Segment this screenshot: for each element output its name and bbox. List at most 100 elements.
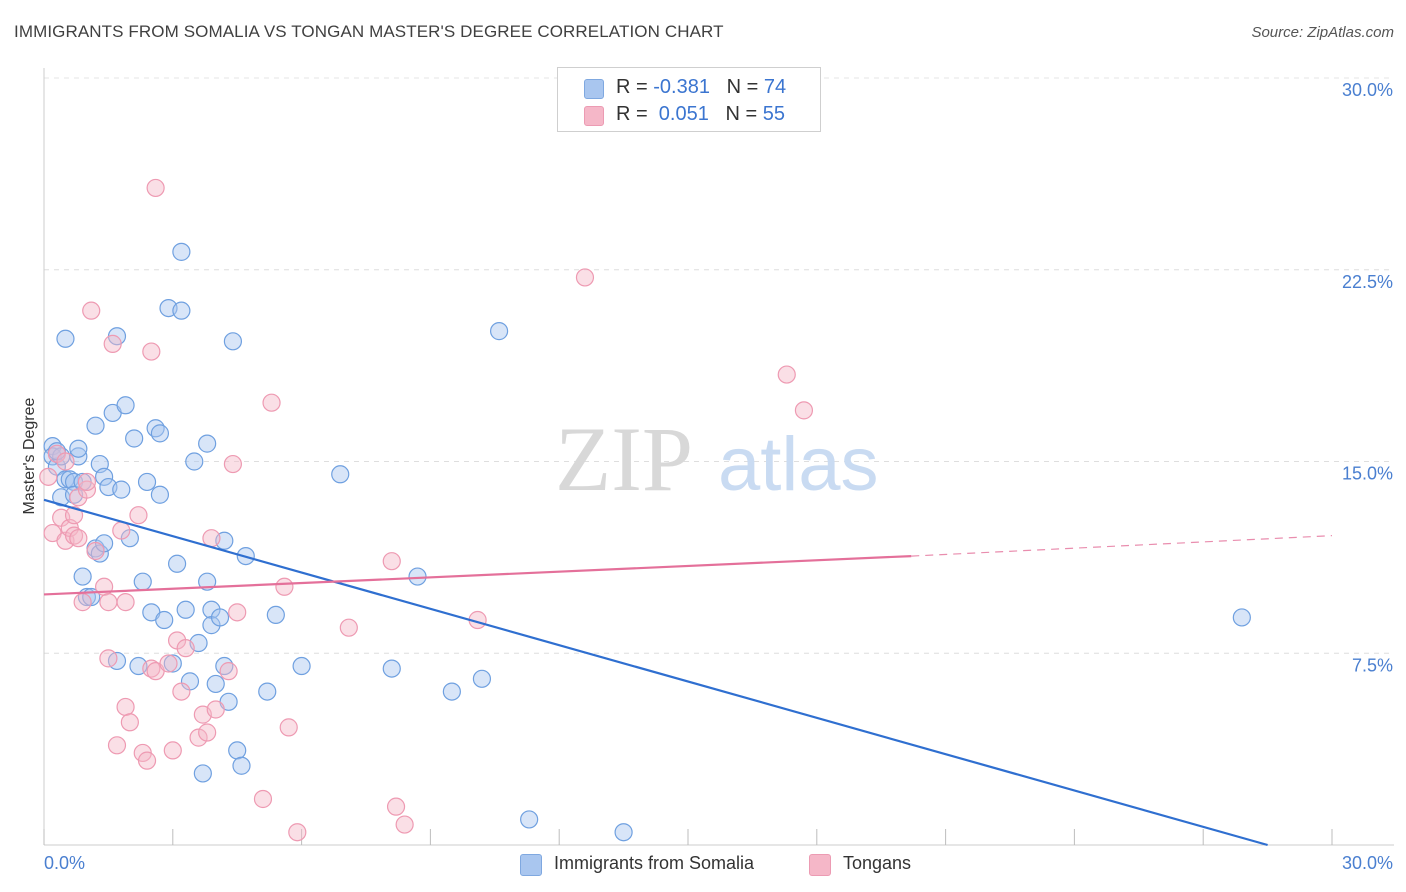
tongan-point	[262, 393, 281, 412]
somalia-point	[198, 434, 217, 453]
r-value: -0.381	[653, 76, 710, 98]
somalia-point	[133, 572, 152, 591]
tongan-point	[176, 639, 195, 658]
tongan-point	[146, 178, 165, 198]
tongan-point	[253, 789, 273, 809]
r-label: R =	[616, 76, 654, 98]
somalia-point	[172, 242, 191, 261]
tongan-point	[99, 593, 118, 612]
tongan-point	[69, 529, 88, 548]
n-label: N =	[725, 103, 763, 125]
somalia-point	[198, 572, 217, 591]
somalia-point	[472, 669, 492, 688]
legend: R = -0.381 N = 74 R = 0.051 N = 55	[557, 67, 821, 132]
tongan-point	[279, 718, 298, 737]
tongan-point	[107, 736, 127, 755]
tongan-point	[82, 301, 101, 320]
somalia-point	[176, 600, 195, 619]
somalia-point	[150, 424, 170, 443]
somalia-point	[331, 465, 350, 484]
somalia-point	[185, 452, 204, 471]
tongan-point	[137, 751, 157, 770]
tongan-point	[223, 454, 243, 474]
tongan-point	[56, 452, 75, 471]
data-points	[39, 178, 1251, 842]
tongan-point	[288, 823, 307, 842]
tongan-point	[73, 593, 92, 612]
bottom-legend-label-tongans: Tongans	[843, 853, 912, 873]
bottom-legend-swatch-tongans	[809, 854, 831, 876]
somalia-point	[489, 322, 509, 341]
tongan-point	[142, 342, 161, 361]
x-tick-min: 0.0%	[44, 853, 85, 873]
tongan-point	[575, 268, 595, 287]
somalia-point	[223, 332, 243, 351]
tongan-trend-extension	[911, 535, 1333, 557]
tongan-point	[198, 723, 217, 742]
tongan-point	[116, 697, 135, 717]
tongan-point	[159, 654, 178, 673]
somalia-point	[210, 608, 230, 627]
tongan-point	[206, 700, 225, 719]
somalia-point	[172, 301, 191, 320]
tongan-point	[77, 472, 97, 492]
somalia-point	[408, 567, 427, 586]
somalia-point	[292, 656, 311, 676]
tongan-point	[228, 603, 247, 622]
n-value: 55	[762, 103, 786, 125]
tongan-point	[116, 593, 135, 612]
legend-text-tongans: R = 0.051 N = 55	[616, 103, 785, 126]
tongan-point	[120, 713, 139, 732]
somalia-point	[266, 605, 285, 625]
somalia-point	[116, 396, 135, 415]
r-value: 0.051	[653, 103, 709, 125]
tongan-point	[77, 480, 97, 499]
tongan-point	[339, 618, 358, 637]
somalia-point	[86, 416, 105, 435]
n-label: N =	[726, 76, 764, 98]
somalia-point	[69, 439, 88, 458]
tongan-point	[86, 541, 105, 561]
axis-labels: Master's Degree 0.0% 30.0% 7.5% 15.0% 22.5…	[21, 80, 1393, 873]
y-tick-label: 15.0%	[1342, 464, 1393, 484]
somalia-point	[125, 429, 144, 448]
watermark: ZIP atlas	[555, 408, 879, 510]
y-tick-label: 30.0%	[1342, 80, 1393, 100]
legend-text-somalia: R = -0.381 N = 74	[616, 76, 786, 99]
somalia-point	[167, 554, 187, 573]
watermark-atlas: atlas	[718, 422, 879, 507]
somalia-point	[228, 741, 247, 760]
tongan-point	[386, 797, 406, 816]
somalia-point	[382, 659, 401, 678]
tongan-trend-line	[43, 554, 912, 596]
somalia-point	[206, 674, 225, 694]
somalia-trend-line	[43, 498, 1268, 847]
somalia-point	[73, 567, 92, 586]
somalia-point	[1232, 608, 1251, 627]
somalia-point	[163, 654, 182, 673]
y-tick-label: 7.5%	[1352, 655, 1393, 675]
grid-lines	[44, 77, 1394, 654]
tongan-point	[794, 401, 814, 420]
y-axis-label: Master's Degree	[21, 397, 38, 514]
watermark-zip: ZIP	[555, 408, 693, 510]
tongan-point	[163, 741, 182, 760]
tongan-point	[395, 815, 414, 834]
somalia-point	[520, 810, 539, 829]
bottom-legend-swatch-somalia	[520, 854, 542, 876]
bottom-legend-label-somalia: Immigrants from Somalia	[554, 853, 755, 873]
trend-lines	[43, 498, 1333, 847]
y-tick-label: 22.5%	[1342, 272, 1393, 292]
tongan-point	[39, 467, 58, 486]
x-tick-max: 30.0%	[1342, 853, 1393, 873]
tongan-point	[219, 662, 238, 681]
tongan-point	[275, 577, 294, 596]
source-label: Source: ZipAtlas.com	[1251, 24, 1394, 41]
tongan-point	[189, 728, 208, 747]
legend-swatch-tongans	[584, 106, 604, 126]
somalia-point	[95, 467, 114, 486]
tongan-point	[99, 649, 118, 668]
somalia-point	[155, 610, 174, 630]
somalia-point	[258, 682, 277, 701]
